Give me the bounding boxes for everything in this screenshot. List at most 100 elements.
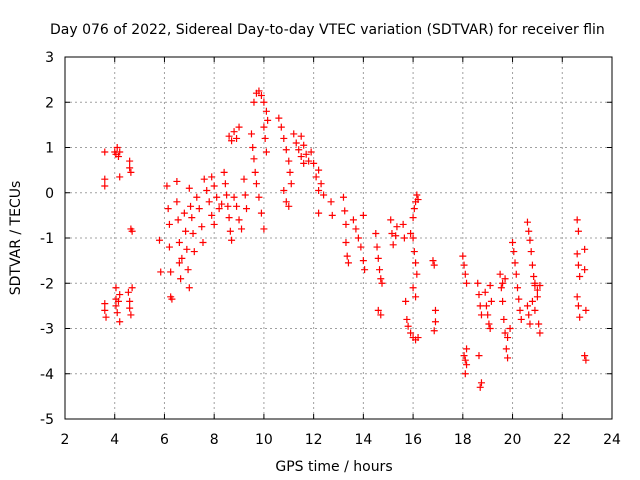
data-point — [157, 268, 165, 276]
data-point — [250, 155, 258, 163]
data-point — [514, 284, 522, 292]
data-point — [208, 173, 216, 181]
data-point — [230, 128, 238, 136]
data-point — [509, 239, 517, 247]
data-point — [260, 225, 268, 233]
data-point — [376, 266, 384, 274]
data-point — [501, 329, 509, 337]
data-point — [499, 279, 507, 287]
data-point — [499, 297, 507, 305]
data-point — [535, 320, 543, 328]
data-point — [399, 220, 407, 228]
x-tick-label: 2 — [61, 432, 70, 448]
x-tick-label: 22 — [553, 432, 571, 448]
data-point — [414, 196, 422, 204]
data-point — [210, 220, 218, 228]
x-tick-label: 4 — [110, 432, 119, 448]
data-point — [429, 257, 437, 265]
data-point — [287, 180, 295, 188]
data-point — [260, 123, 268, 131]
data-point — [574, 261, 582, 269]
data-point — [187, 202, 195, 210]
data-point — [300, 141, 308, 149]
data-point — [339, 193, 347, 201]
data-point — [341, 207, 349, 215]
data-point — [275, 114, 283, 122]
data-point — [223, 191, 231, 199]
y-tick-label: -4 — [40, 367, 54, 383]
x-tick-label: 6 — [160, 432, 169, 448]
data-point — [407, 329, 415, 337]
data-point — [413, 270, 421, 278]
data-point — [412, 259, 420, 267]
data-point — [286, 168, 294, 176]
data-point — [193, 193, 201, 201]
y-tick-label: 3 — [45, 50, 54, 66]
y-tick-label: -1 — [40, 231, 54, 247]
data-point — [124, 288, 132, 296]
data-point — [112, 284, 120, 292]
data-point — [305, 157, 313, 165]
data-point — [357, 243, 365, 251]
data-point — [114, 297, 122, 305]
data-point — [312, 173, 320, 181]
data-point — [285, 202, 293, 210]
data-point — [102, 313, 110, 321]
data-point — [255, 193, 263, 201]
data-point — [525, 227, 533, 235]
data-point — [581, 266, 589, 274]
data-point — [297, 132, 305, 140]
y-tick-label: 2 — [45, 95, 54, 111]
data-point — [502, 345, 510, 353]
data-point — [317, 180, 325, 188]
data-point — [512, 270, 520, 278]
data-point — [377, 275, 385, 283]
data-point — [511, 259, 519, 267]
data-point — [165, 243, 173, 251]
data-point — [459, 252, 467, 260]
data-point — [501, 275, 509, 283]
y-tick-label: -3 — [40, 322, 54, 338]
data-point — [225, 132, 233, 140]
data-point — [576, 313, 584, 321]
data-point — [525, 311, 533, 319]
data-point — [582, 356, 590, 364]
data-point — [240, 175, 248, 183]
data-point — [116, 148, 124, 156]
data-point — [461, 356, 469, 364]
data-point — [165, 220, 173, 228]
data-point — [484, 311, 492, 319]
data-point — [126, 304, 134, 312]
data-point — [277, 123, 285, 131]
data-point — [510, 248, 518, 256]
data-point — [475, 352, 483, 360]
data-point — [536, 282, 544, 290]
data-point — [476, 302, 484, 310]
data-point — [461, 270, 469, 278]
data-point — [250, 98, 258, 106]
data-point — [474, 279, 482, 287]
data-point — [528, 297, 536, 305]
data-point — [315, 166, 323, 174]
data-point — [504, 354, 512, 362]
data-point — [482, 302, 490, 310]
data-point — [205, 198, 213, 206]
data-point — [487, 297, 495, 305]
data-point — [476, 383, 484, 391]
data-point — [262, 148, 270, 156]
data-point — [342, 220, 350, 228]
data-point — [515, 295, 523, 303]
data-point — [128, 284, 136, 292]
data-point — [354, 234, 362, 242]
data-point — [127, 311, 135, 319]
x-tick-label: 12 — [305, 432, 323, 448]
data-point — [328, 211, 336, 219]
data-point — [285, 157, 293, 165]
data-point — [112, 302, 120, 310]
x-tick-label: 8 — [210, 432, 219, 448]
data-point — [252, 180, 260, 188]
data-point — [185, 284, 193, 292]
data-point — [431, 306, 439, 314]
data-point — [533, 293, 541, 301]
data-point — [496, 270, 504, 278]
